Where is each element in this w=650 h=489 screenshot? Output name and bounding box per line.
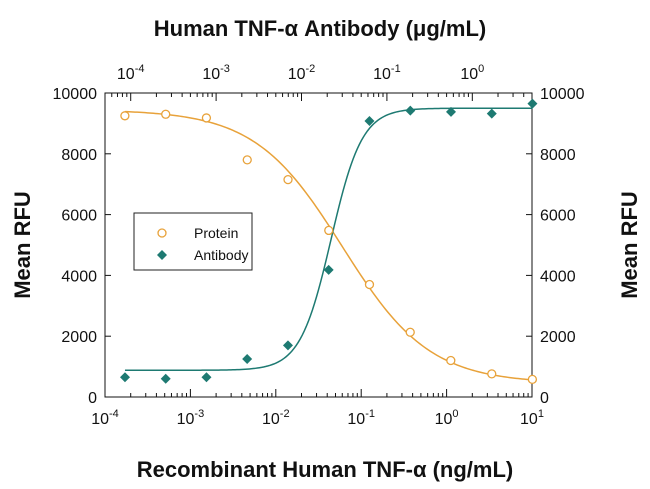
fit-curve-protein <box>124 110 533 381</box>
fit-curves <box>124 107 533 381</box>
legend: Protein Antibody <box>133 212 253 271</box>
data-point-antibody <box>323 264 334 275</box>
x-tick-label-bottom: 10-4 <box>91 408 119 428</box>
x-tick-label-top: 100 <box>460 63 484 83</box>
data-point-antibody <box>527 98 538 109</box>
data-point-antibody <box>119 372 130 383</box>
x-tick-label-bottom: 10-3 <box>177 408 205 428</box>
x-tick-label-top: 10-2 <box>288 63 316 83</box>
legend-antibody-label: Antibody <box>194 247 248 263</box>
x-tick-label-bottom: 101 <box>520 408 544 428</box>
y-tick-label-right: 0 <box>540 390 549 407</box>
data-point-protein <box>161 109 171 119</box>
y-tick-label-left: 8000 <box>61 147 97 164</box>
data-point-protein <box>487 369 497 379</box>
y-tick-label-right: 6000 <box>540 208 576 225</box>
x-tick-label-top: 10-4 <box>117 63 145 83</box>
data-point-protein <box>405 327 415 337</box>
y-tick-label-left: 2000 <box>61 329 97 346</box>
x-tick-label-bottom: 10-2 <box>262 408 290 428</box>
x-tick-label-bottom: 100 <box>435 408 459 428</box>
data-point-protein <box>527 374 538 385</box>
x-tick-label-top: 10-3 <box>202 63 230 83</box>
legend-protein-label: Protein <box>194 225 238 241</box>
fit-curve-antibody <box>124 107 533 371</box>
x-tick-label-top: 10-1 <box>373 63 401 83</box>
data-point-antibody <box>405 105 416 116</box>
y-tick-label-left: 6000 <box>61 208 97 225</box>
data-point-protein <box>364 279 375 290</box>
data-point-antibody <box>486 108 497 119</box>
data-points <box>119 98 538 385</box>
y-axis-title-left: Mean RFU <box>10 191 35 299</box>
y-tick-label-right: 2000 <box>540 329 576 346</box>
y-tick-label-left: 4000 <box>61 268 97 285</box>
legend-box <box>133 212 253 271</box>
legend-protein-marker <box>157 228 167 238</box>
data-point-protein <box>324 225 334 236</box>
data-point-antibody <box>282 340 293 351</box>
chart-title: Human TNF-α Antibody (μg/mL) <box>154 16 487 41</box>
x-tick-label-bottom: 10-1 <box>347 408 375 428</box>
data-point-protein <box>201 113 212 123</box>
data-point-protein <box>242 155 252 165</box>
ticks-layer: 0 0 2000 2000 4000 4000 6000 6000 8000 8000 10000 1… <box>53 63 585 428</box>
data-point-antibody <box>446 106 457 117</box>
data-point-antibody <box>201 372 212 383</box>
legend-antibody-marker <box>157 250 167 260</box>
data-point-antibody <box>364 115 375 126</box>
y-tick-label-right: 8000 <box>540 147 576 164</box>
y-axis-title-right: Mean RFU <box>617 191 642 299</box>
y-tick-label-left: 0 <box>88 390 97 407</box>
plot-frame <box>104 92 533 398</box>
y-tick-label-left: 10000 <box>53 86 98 103</box>
x-axis-title: Recombinant Human TNF-α (ng/mL) <box>137 457 514 482</box>
data-point-protein <box>283 174 293 185</box>
data-point-antibody <box>160 373 171 384</box>
data-point-protein <box>446 355 456 366</box>
y-tick-label-right: 10000 <box>540 86 585 103</box>
y-tick-label-right: 4000 <box>540 268 576 285</box>
data-point-antibody <box>242 354 253 364</box>
data-point-protein <box>120 111 130 121</box>
